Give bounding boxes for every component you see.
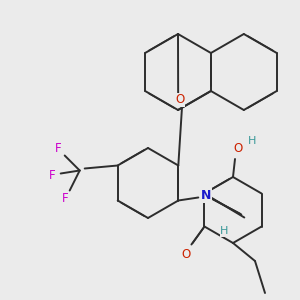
Text: N: N: [201, 189, 211, 202]
Text: O: O: [233, 142, 243, 155]
Text: F: F: [54, 142, 61, 155]
Text: H: H: [248, 136, 256, 146]
Text: O: O: [182, 248, 191, 261]
Text: O: O: [176, 93, 185, 106]
Text: F: F: [61, 192, 68, 205]
Text: F: F: [48, 169, 55, 182]
Text: H: H: [220, 226, 229, 236]
